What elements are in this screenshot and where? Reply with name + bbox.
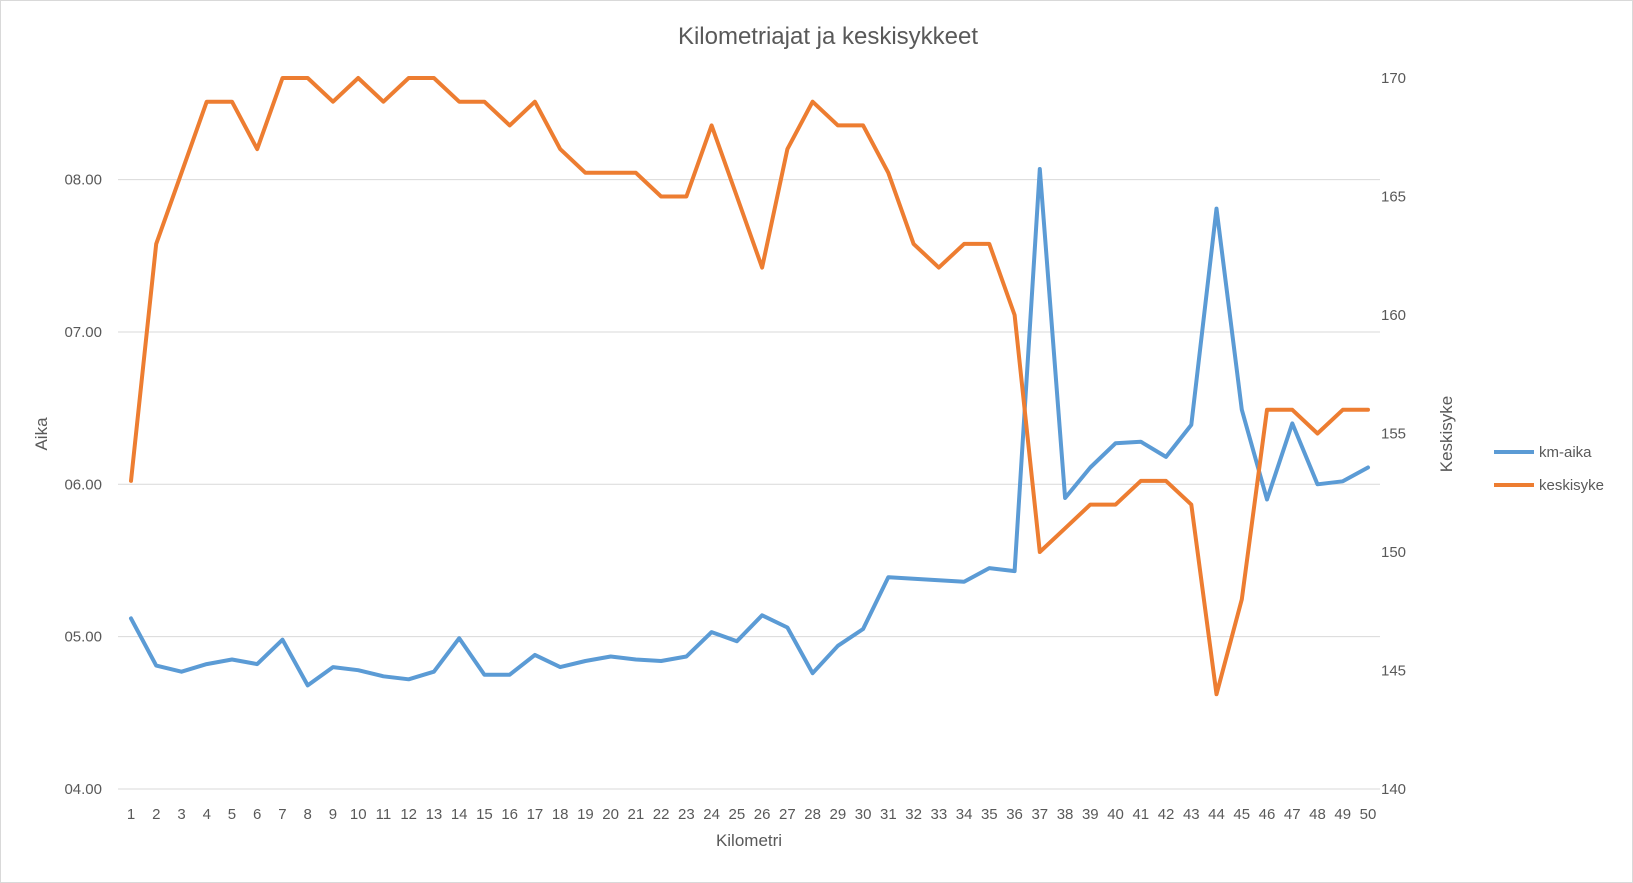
x-tick-label: 3 bbox=[177, 806, 185, 823]
x-tick-label: 7 bbox=[278, 806, 286, 823]
right-tick-label: 150 bbox=[1381, 544, 1406, 561]
x-tick-label: 43 bbox=[1183, 806, 1200, 823]
x-tick-label: 37 bbox=[1031, 806, 1048, 823]
right-axis-title: Keskisyke bbox=[1437, 396, 1456, 473]
x-tick-label: 29 bbox=[830, 806, 847, 823]
x-tick-label: 49 bbox=[1334, 806, 1351, 823]
x-tick-label: 26 bbox=[754, 806, 771, 823]
x-tick-label: 32 bbox=[905, 806, 922, 823]
chart-title: Kilometriajat ja keskisykkeet bbox=[678, 23, 978, 50]
x-tick-label: 40 bbox=[1107, 806, 1124, 823]
right-tick-label: 145 bbox=[1381, 663, 1406, 680]
x-axis-ticks: 1 2 3 4 5 6 7 8 9 10 11 12 13 14 15 16 17 18 19 20 21 22 23 24 2… bbox=[127, 806, 1377, 823]
x-tick-label: 45 bbox=[1233, 806, 1250, 823]
right-tick-label: 155 bbox=[1381, 426, 1406, 443]
x-tick-label: 12 bbox=[400, 806, 417, 823]
left-tick-label: 04.00 bbox=[64, 781, 102, 798]
left-tick-label: 06.00 bbox=[64, 476, 102, 493]
x-tick-label: 33 bbox=[930, 806, 947, 823]
left-axis-ticks: 04.00 05.00 06.00 07.00 08.00 bbox=[64, 172, 102, 798]
x-tick-label: 46 bbox=[1259, 806, 1276, 823]
x-tick-label: 14 bbox=[451, 806, 468, 823]
x-tick-label: 19 bbox=[577, 806, 594, 823]
x-tick-label: 36 bbox=[1006, 806, 1023, 823]
x-tick-label: 48 bbox=[1309, 806, 1326, 823]
x-tick-label: 6 bbox=[253, 806, 261, 823]
x-tick-label: 39 bbox=[1082, 806, 1099, 823]
x-tick-label: 11 bbox=[376, 806, 392, 823]
x-tick-label: 41 bbox=[1132, 806, 1149, 823]
x-tick-label: 42 bbox=[1158, 806, 1175, 823]
x-tick-label: 44 bbox=[1208, 806, 1225, 823]
x-tick-label: 13 bbox=[426, 806, 443, 823]
legend-label: keskisyke bbox=[1539, 477, 1604, 494]
x-tick-label: 31 bbox=[880, 806, 897, 823]
x-tick-label: 34 bbox=[956, 806, 973, 823]
x-tick-label: 9 bbox=[329, 806, 337, 823]
x-tick-label: 47 bbox=[1284, 806, 1301, 823]
right-tick-label: 160 bbox=[1381, 307, 1406, 324]
right-tick-label: 165 bbox=[1381, 189, 1406, 206]
x-tick-label: 16 bbox=[501, 806, 518, 823]
x-tick-label: 5 bbox=[228, 806, 236, 823]
series-line-keskisyke bbox=[129, 76, 1370, 697]
left-tick-label: 05.00 bbox=[64, 629, 102, 646]
x-tick-label: 18 bbox=[552, 806, 569, 823]
x-tick-label: 30 bbox=[855, 806, 872, 823]
series-layer bbox=[129, 76, 1370, 697]
series-line-km-aika bbox=[129, 167, 1370, 688]
left-axis-title: Aika bbox=[32, 417, 51, 451]
x-tick-label: 21 bbox=[628, 806, 645, 823]
right-tick-label: 140 bbox=[1381, 781, 1406, 798]
x-tick-label: 35 bbox=[981, 806, 998, 823]
x-tick-label: 10 bbox=[350, 806, 367, 823]
x-tick-label: 50 bbox=[1360, 806, 1377, 823]
left-tick-label: 07.00 bbox=[64, 324, 102, 341]
legend-label: km-aika bbox=[1539, 444, 1592, 461]
left-tick-label: 08.00 bbox=[64, 172, 102, 189]
x-tick-label: 8 bbox=[304, 806, 312, 823]
x-tick-label: 25 bbox=[729, 806, 746, 823]
x-tick-label: 17 bbox=[527, 806, 544, 823]
x-tick-label: 22 bbox=[653, 806, 670, 823]
x-axis-title: Kilometri bbox=[716, 831, 782, 850]
x-tick-label: 28 bbox=[804, 806, 821, 823]
gridlines bbox=[118, 179, 1380, 790]
x-tick-label: 24 bbox=[703, 806, 720, 823]
x-tick-label: 2 bbox=[152, 806, 160, 823]
x-tick-label: 20 bbox=[602, 806, 619, 823]
legend: km-aika keskisyke bbox=[1494, 444, 1604, 494]
right-axis-ticks: 140 145 150 155 160 165 170 bbox=[1381, 70, 1406, 798]
x-tick-label: 23 bbox=[678, 806, 695, 823]
right-tick-label: 170 bbox=[1381, 70, 1406, 87]
x-tick-label: 1 bbox=[127, 806, 135, 823]
x-tick-label: 15 bbox=[476, 806, 493, 823]
x-tick-label: 4 bbox=[203, 806, 211, 823]
x-tick-label: 38 bbox=[1057, 806, 1074, 823]
x-tick-label: 27 bbox=[779, 806, 796, 823]
